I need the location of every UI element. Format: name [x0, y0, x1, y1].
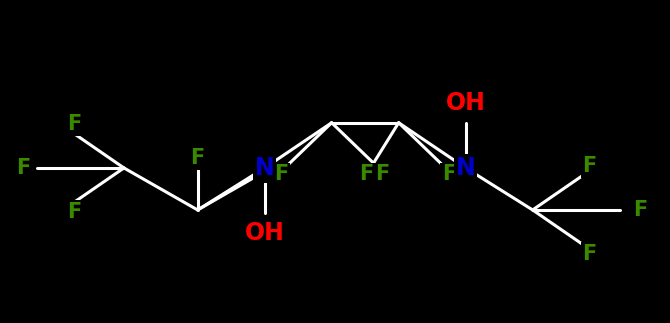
Text: F: F [67, 114, 81, 134]
Text: F: F [358, 164, 373, 184]
Text: F: F [16, 158, 30, 178]
Text: F: F [582, 156, 596, 176]
Text: F: F [633, 200, 647, 220]
Text: OH: OH [446, 91, 486, 115]
Text: F: F [274, 164, 289, 184]
Text: F: F [582, 244, 596, 264]
Text: F: F [260, 161, 274, 181]
Text: N: N [255, 156, 275, 180]
Text: OH: OH [245, 221, 285, 245]
Text: F: F [190, 148, 205, 168]
Text: F: F [67, 202, 81, 222]
Text: F: F [442, 164, 456, 184]
Text: F: F [375, 164, 389, 184]
Text: N: N [456, 156, 476, 180]
